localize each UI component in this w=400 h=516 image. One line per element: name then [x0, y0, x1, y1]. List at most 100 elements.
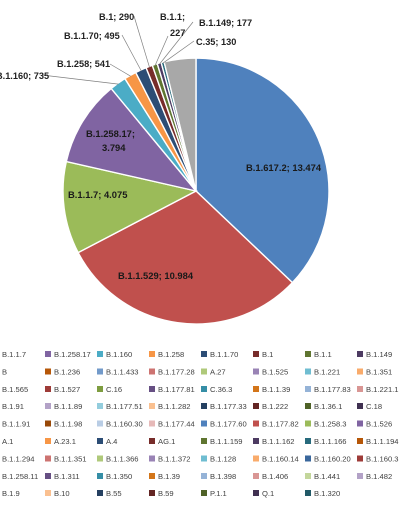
leader-line — [121, 34, 142, 72]
legend-swatch — [97, 368, 103, 375]
legend-swatch — [305, 403, 311, 410]
legend-label: B.1.1.351 — [54, 454, 87, 463]
legend-item: B.1.39 — [149, 472, 180, 481]
legend-label: A.1 — [2, 437, 13, 446]
legend-item: B.1.258 — [149, 350, 184, 359]
legend-label: B.1 — [262, 350, 273, 359]
legend-label: B.1.160.3 — [366, 454, 399, 463]
legend-item: B.1.406 — [253, 472, 288, 481]
legend-label: B.1.482 — [366, 472, 392, 481]
legend-label: B.1.1 — [314, 350, 332, 359]
legend-swatch — [253, 490, 259, 497]
legend-item: B.1.1.98 — [45, 420, 82, 429]
legend-label: B.1.1.366 — [106, 454, 139, 463]
legend-swatch — [357, 438, 363, 444]
legend-swatch — [201, 438, 207, 444]
legend-swatch — [253, 472, 259, 479]
legend-swatch — [45, 455, 51, 462]
legend-label: B.1.1.162 — [262, 437, 295, 446]
legend-swatch — [201, 351, 207, 357]
legend-item: B.1.177.28 — [149, 367, 195, 376]
leader-line — [154, 35, 169, 66]
pie-slice-b-1-617-2 — [195, 57, 330, 284]
legend-item: B.1.1.7 — [2, 350, 26, 359]
legend-swatch — [97, 490, 103, 497]
legend-item: B.1.149 — [357, 350, 392, 359]
legend-item: B.1.177.82 — [253, 420, 299, 429]
legend-item: C.16 — [97, 385, 122, 394]
legend-item: B.10 — [45, 489, 70, 498]
leader-line — [133, 15, 150, 68]
legend-label: A.23.1 — [54, 437, 76, 446]
legend-swatch — [357, 351, 363, 357]
slice-label: B.1.1.529; 10.984 — [118, 270, 194, 281]
legend-label: B.1.221.1 — [366, 385, 399, 394]
legend-item: B.59 — [149, 489, 174, 498]
legend-item: B.1.177.44 — [149, 420, 195, 429]
legend-label: B.1.222 — [262, 402, 288, 411]
legend-swatch — [253, 385, 259, 392]
legend-label: B.1.527 — [54, 385, 80, 394]
legend-label: B.1.221 — [314, 367, 340, 376]
legend-label: B.1.258 — [158, 350, 184, 359]
legend-label: B.1.1.91 — [2, 420, 30, 429]
legend-label: P.1.1 — [210, 489, 227, 498]
legend-swatch — [149, 351, 155, 357]
legend-swatch — [97, 455, 103, 462]
legend-label: B.1.320 — [314, 489, 340, 498]
legend-swatch — [201, 490, 207, 497]
legend-item: B.1.311 — [45, 472, 80, 481]
legend-item: B.1.36.1 — [305, 402, 342, 411]
legend-swatch — [45, 403, 51, 410]
legend-label: B.1.350 — [106, 472, 132, 481]
legend-item: B.1.1.89 — [45, 402, 82, 411]
legend-label: B.1.9 — [2, 489, 20, 498]
legend-item: B.1.526 — [357, 420, 392, 429]
legend-swatch — [149, 455, 155, 462]
legend-item: B.1.160.3 — [357, 454, 399, 463]
legend-item: B.1.177.33 — [201, 402, 247, 411]
legend-label: B.10 — [54, 489, 70, 498]
legend-label: B.1.177.44 — [158, 420, 195, 429]
legend-label: AG.1 — [158, 437, 175, 446]
legend-item: B.1.177.81 — [149, 385, 195, 394]
legend-item: C.36.3 — [201, 385, 232, 394]
legend-swatch — [253, 351, 259, 357]
legend-item: B.1.258.11 — [2, 472, 38, 481]
legend-swatch — [97, 472, 103, 479]
legend-label: A.27 — [210, 367, 226, 376]
legend-swatch — [201, 455, 207, 462]
legend-label: B.1.406 — [262, 472, 288, 481]
legend-item: B — [2, 367, 7, 376]
legend-item: B.1 — [253, 350, 273, 359]
legend-item: B.1.258.17 — [45, 350, 91, 359]
leader-line — [41, 74, 119, 85]
legend-item: B.1.398 — [201, 472, 236, 481]
slice-label: B.1.1.70; 495 — [64, 31, 120, 41]
legend-label: B.1.177.51 — [106, 402, 143, 411]
legend-item: B.1.350 — [97, 472, 132, 481]
pie-slices — [62, 57, 330, 325]
legend-item: Q.1 — [253, 489, 274, 498]
legend-label: B.1.177.33 — [210, 402, 247, 411]
leader-lines — [41, 15, 195, 85]
legend-item: B.1.441 — [305, 472, 340, 481]
legend-label: Q.1 — [262, 489, 274, 498]
legend-swatch — [253, 420, 259, 427]
legend-item: B.1.1 — [305, 350, 332, 359]
legend-swatch — [201, 385, 207, 392]
legend-swatch — [149, 368, 155, 375]
legend-swatch — [97, 351, 103, 357]
legend-label: B.1.1.194 — [366, 437, 399, 446]
legend-label: B.1.149 — [366, 350, 392, 359]
legend-item: B.1.177.83 — [305, 385, 351, 394]
slice-label: B.1.160; 735 — [0, 71, 49, 81]
legend-label: B.1.160 — [106, 350, 132, 359]
legend-item: B.1.351 — [357, 367, 392, 376]
legend-item: B.1.320 — [305, 489, 340, 498]
legend-item: A.4 — [97, 437, 117, 446]
legend-label: B.1.1.70 — [210, 350, 238, 359]
legend-label: B.1.398 — [210, 472, 236, 481]
legend-swatch — [305, 368, 311, 375]
